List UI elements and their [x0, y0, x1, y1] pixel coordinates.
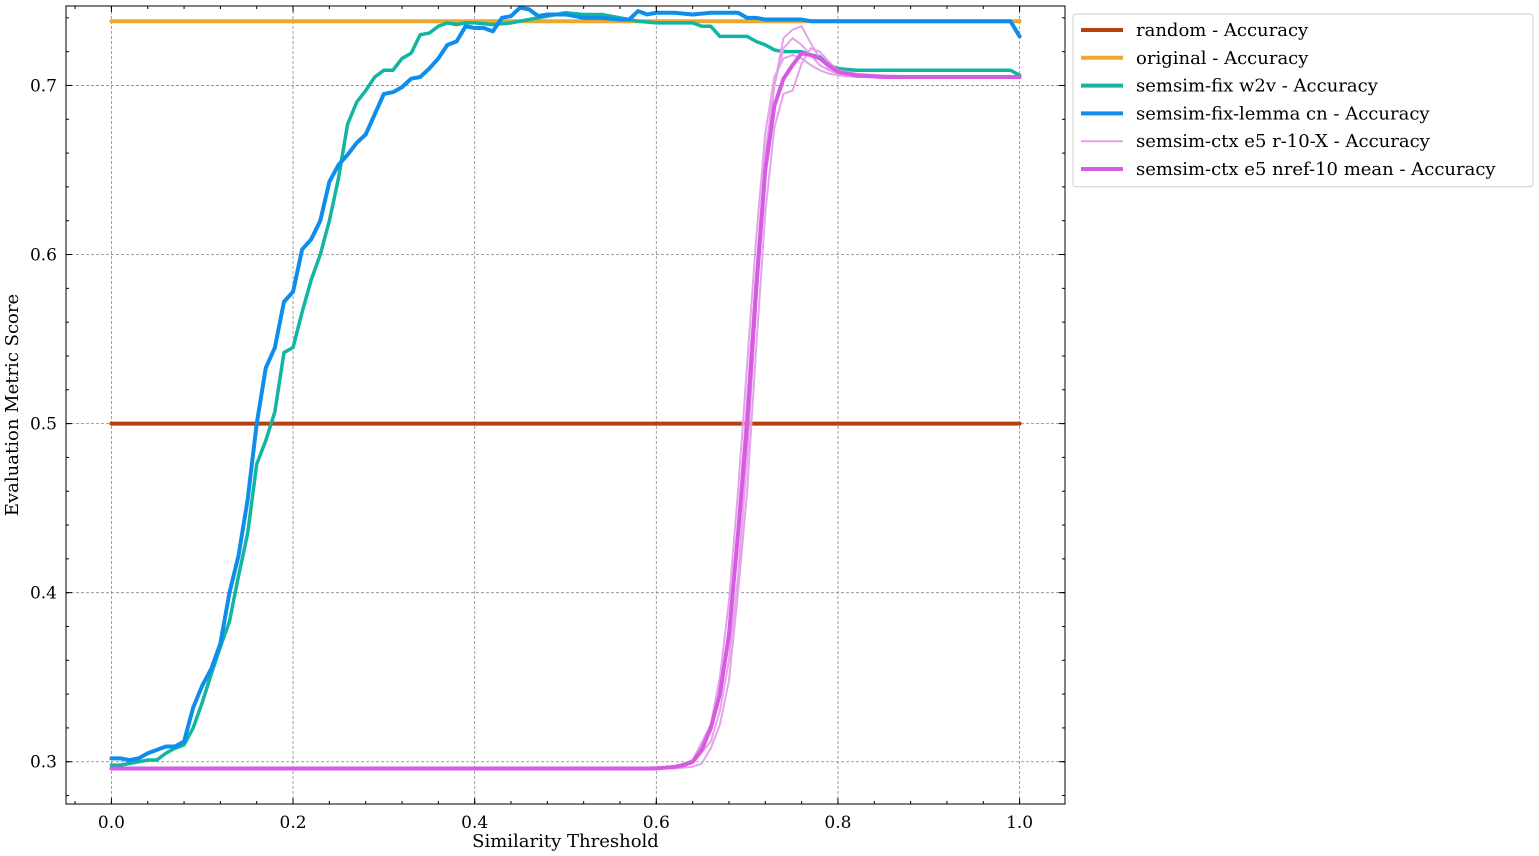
- legend-item: semsim-fix-lemma cn - Accuracy: [1081, 103, 1430, 124]
- series-line-4: [110, 25, 1021, 770]
- series-lines: [109, 5, 1022, 771]
- y-tick-label: 0.4: [30, 584, 57, 604]
- series-line-5: [110, 47, 1021, 770]
- y-tick-label: 0.6: [30, 246, 57, 266]
- legend-label: random - Accuracy: [1136, 20, 1309, 41]
- x-tick-label: 0.2: [280, 813, 307, 833]
- y-axis-label: Evaluation Metric Score: [2, 294, 23, 516]
- legend: random - Accuracy original - Accuracy sems…: [1072, 13, 1534, 188]
- y-tick-label: 0.5: [30, 415, 57, 435]
- x-tick-label: 0.8: [824, 813, 851, 833]
- y-tick-label: 0.7: [30, 76, 57, 96]
- series-line-7: [110, 37, 1021, 770]
- x-tick-label: 0.4: [461, 813, 488, 833]
- legend-item: semsim-ctx e5 r-10-X - Accuracy: [1081, 131, 1431, 152]
- grid: [66, 6, 1065, 804]
- plot-frame: [65, 5, 1066, 805]
- x-tick-label: 1.0: [1006, 813, 1033, 833]
- axis-ticks: 0.0 0.2 0.4 0.6 0.8 1.0 0.3 0.4 0.5 0.6 0.7: [30, 6, 1065, 833]
- legend-label: semsim-ctx e5 r-10-X - Accuracy: [1136, 131, 1431, 152]
- y-tick-label: 0.3: [30, 753, 57, 773]
- legend-label: original - Accuracy: [1136, 48, 1309, 69]
- legend-label: semsim-ctx e5 nref-10 mean - Accuracy: [1136, 159, 1496, 180]
- x-tick-label: 0.0: [98, 813, 125, 833]
- legend-label: semsim-fix w2v - Accuracy: [1136, 76, 1379, 97]
- legend-label: semsim-fix-lemma cn - Accuracy: [1136, 103, 1430, 124]
- legend-item: semsim-ctx e5 nref-10 mean - Accuracy: [1081, 159, 1496, 180]
- legend-frame: [1072, 13, 1534, 188]
- series-line-8: [109, 51, 1022, 771]
- legend-item: random - Accuracy: [1081, 20, 1309, 41]
- series-line-6: [110, 54, 1021, 770]
- legend-item: semsim-fix w2v - Accuracy: [1081, 76, 1379, 97]
- x-tick-label: 0.6: [643, 813, 670, 833]
- legend-item: original - Accuracy: [1081, 48, 1309, 69]
- series-line-2: [109, 11, 1022, 767]
- x-axis-label: Similarity Threshold: [472, 831, 659, 852]
- series-line-3: [109, 5, 1022, 763]
